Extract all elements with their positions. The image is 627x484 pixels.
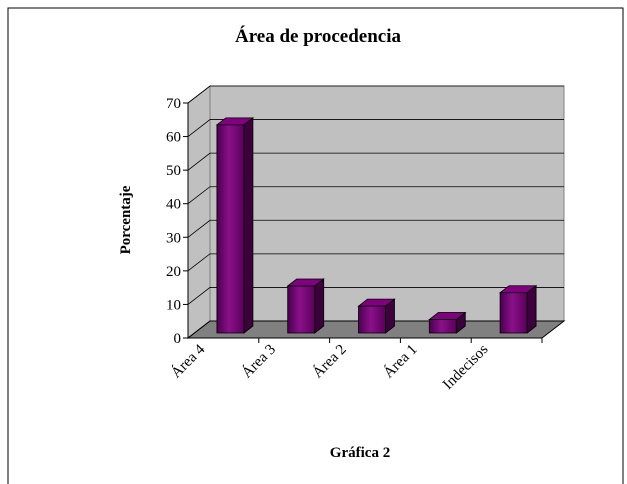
grid-line xyxy=(187,186,564,205)
x-axis-title: Gráfica 2 xyxy=(330,445,390,461)
bar xyxy=(498,284,538,334)
bar xyxy=(215,117,255,334)
y-tick-label: 40 xyxy=(166,197,181,213)
x-tick-label: Área 1 xyxy=(380,341,421,382)
y-tick-label: 50 xyxy=(166,163,181,179)
y-tick-label: 0 xyxy=(174,331,182,347)
chart-border xyxy=(7,7,624,484)
grid-line xyxy=(187,85,564,104)
bar-side xyxy=(243,117,254,334)
y-axis-title: Porcentaje xyxy=(118,185,134,254)
bar-side xyxy=(314,278,325,334)
bar-front xyxy=(287,285,316,334)
x-tick-label: Indecisos xyxy=(440,341,491,392)
x-tick-label: Área 2 xyxy=(309,341,350,382)
bar xyxy=(428,311,467,334)
y-tick-label: 60 xyxy=(166,130,181,146)
bar xyxy=(357,298,396,334)
side-wall xyxy=(187,84,211,340)
bar-side xyxy=(526,284,537,334)
chart-title: Área de procedencia xyxy=(235,25,402,47)
grid-line xyxy=(187,152,564,171)
bar xyxy=(286,278,325,334)
grid-line xyxy=(187,119,564,137)
bar-front xyxy=(216,124,245,334)
y-tick-label: 30 xyxy=(166,230,181,246)
bar-front xyxy=(499,292,528,334)
grid-line xyxy=(187,287,564,305)
y-tick-label: 20 xyxy=(166,264,181,280)
x-tick-label: Área 3 xyxy=(238,341,279,382)
y-tick-label: 10 xyxy=(166,297,181,313)
grid-line xyxy=(187,253,564,272)
grid-line xyxy=(187,219,564,238)
bar-front xyxy=(428,319,457,334)
y-tick-label: 70 xyxy=(166,96,181,112)
bar-front xyxy=(358,305,386,334)
